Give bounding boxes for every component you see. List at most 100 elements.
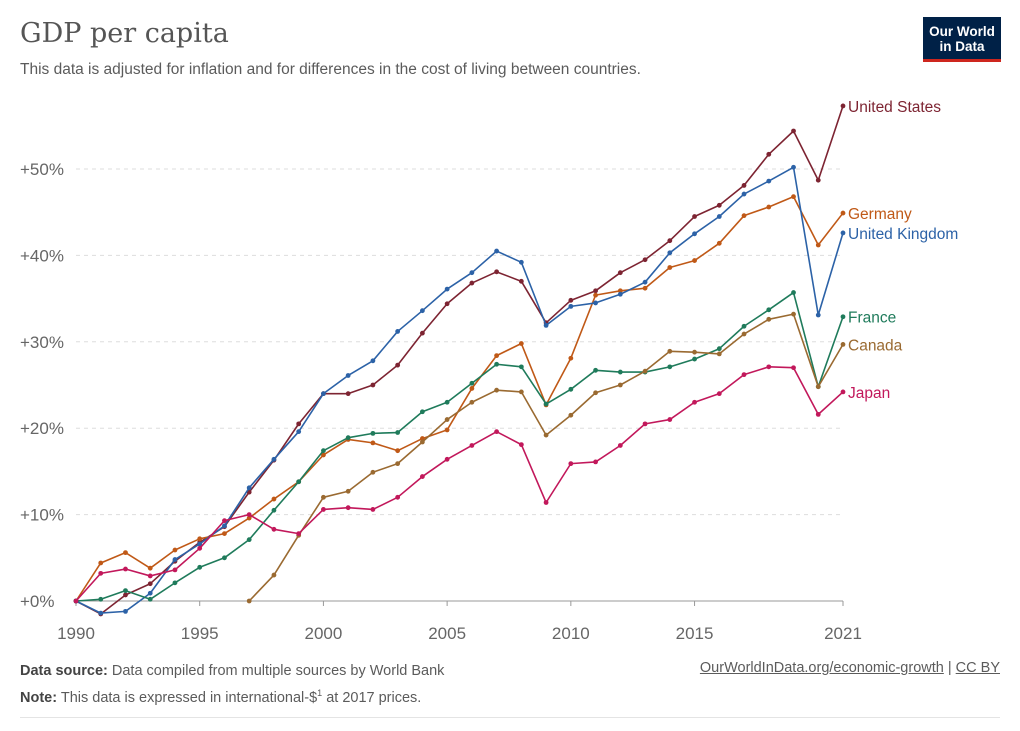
y-tick-label: +30%: [20, 333, 64, 352]
data-point-france: [172, 580, 178, 586]
data-point-canada: [716, 351, 722, 357]
series-line-japan: [75, 366, 844, 602]
data-point-united-kingdom: [246, 485, 252, 491]
data-point-france: [147, 596, 153, 602]
data-point-united-kingdom: [321, 391, 326, 397]
series-line-germany: [75, 195, 844, 602]
series-line-united-states: [75, 105, 844, 615]
series-label-germany: Germany: [848, 206, 912, 223]
data-point-france: [741, 323, 747, 329]
y-tick-label: +10%: [20, 506, 64, 525]
data-point-united-states: [469, 280, 475, 286]
data-point-canada: [815, 384, 821, 390]
data-point-united-states: [791, 128, 796, 134]
data-point-germany: [840, 210, 846, 216]
note-text: This data is expressed in international-…: [60, 689, 318, 706]
data-point-japan: [345, 505, 351, 511]
chart-title: GDP per capita: [20, 18, 229, 49]
data-point-japan: [123, 566, 128, 572]
data-point-canada: [444, 417, 450, 422]
series-label-france: France: [848, 310, 896, 327]
data-point-japan: [791, 365, 796, 371]
data-point-japan: [222, 518, 227, 524]
data-point-united-states: [593, 288, 598, 294]
data-point-japan: [321, 507, 326, 512]
data-point-japan: [370, 507, 376, 512]
x-tick-label: 2010: [552, 624, 590, 643]
data-point-germany: [197, 536, 203, 542]
data-point-united-states: [370, 382, 376, 388]
data-point-united-kingdom: [543, 322, 549, 328]
series-line-canada: [248, 313, 844, 602]
data-source-text: Data compiled from multiple sources by W…: [111, 663, 445, 679]
data-point-united-states: [617, 270, 623, 276]
data-point-canada: [271, 572, 277, 578]
data-point-germany: [815, 242, 821, 248]
data-point-united-kingdom: [419, 308, 425, 314]
data-point-united-kingdom: [815, 312, 821, 318]
footer-divider: [20, 717, 1000, 718]
x-tick-label: 2005: [428, 624, 466, 643]
source-link[interactable]: OurWorldInData.org/economic-growth: [699, 660, 944, 676]
data-point-germany: [271, 496, 277, 502]
data-point-france: [271, 507, 277, 513]
data-point-united-kingdom: [593, 300, 598, 306]
data-point-united-states: [716, 202, 722, 208]
data-point-france: [766, 307, 772, 313]
note-label: Note:: [20, 689, 58, 706]
data-point-canada: [741, 331, 747, 337]
data-point-canada: [766, 316, 772, 322]
chart-subtitle: This data is adjusted for inflation and …: [20, 61, 641, 78]
data-point-japan: [444, 456, 450, 462]
data-point-france: [518, 364, 524, 370]
data-point-germany: [123, 550, 128, 556]
data-point-united-kingdom: [370, 358, 376, 364]
data-point-canada: [593, 390, 598, 396]
data-point-france: [370, 430, 376, 436]
data-point-germany: [469, 386, 475, 391]
data-point-japan: [543, 500, 549, 505]
x-tick-label: 1990: [57, 624, 95, 643]
data-point-united-kingdom: [766, 178, 772, 184]
data-point-united-kingdom: [840, 230, 846, 236]
data-point-united-kingdom: [444, 286, 450, 292]
data-point-germany: [741, 213, 747, 219]
data-point-united-states: [840, 103, 846, 109]
data-point-united-kingdom: [667, 250, 673, 256]
data-point-canada: [692, 349, 697, 355]
data-point-canada: [370, 469, 376, 475]
data-point-united-kingdom: [518, 259, 524, 265]
data-point-japan: [197, 545, 203, 551]
data-point-germany: [494, 353, 500, 359]
data-point-united-states: [444, 301, 450, 307]
data-point-france: [395, 430, 401, 435]
series-line-united-kingdom: [75, 166, 844, 614]
data-point-united-kingdom: [98, 610, 104, 616]
data-point-united-kingdom: [147, 590, 153, 596]
data-point-france: [246, 537, 252, 543]
data-point-united-kingdom: [692, 231, 697, 237]
owid-logo[interactable]: Our World in Data: [923, 17, 1001, 62]
data-point-canada: [642, 368, 648, 374]
data-point-united-kingdom: [296, 429, 302, 435]
data-point-united-states: [518, 278, 524, 284]
data-point-france: [419, 409, 425, 415]
data-point-germany: [395, 448, 401, 454]
data-point-canada: [568, 412, 574, 418]
license-link[interactable]: CC BY: [955, 660, 1000, 676]
y-tick-label: +20%: [20, 419, 64, 438]
data-point-united-kingdom: [469, 270, 475, 276]
series-label-united-kingdom: United Kingdom: [848, 226, 958, 243]
data-source-label: Data source:: [20, 663, 108, 679]
data-point-japan: [766, 364, 772, 370]
data-point-france: [222, 555, 227, 561]
data-point-united-states: [815, 177, 821, 183]
data-point-canada: [840, 341, 846, 347]
data-point-germany: [642, 285, 648, 291]
data-point-united-kingdom: [617, 291, 623, 297]
data-point-germany: [444, 427, 450, 433]
data-point-united-kingdom: [172, 557, 178, 562]
data-point-germany: [321, 452, 326, 458]
data-point-france: [345, 435, 351, 441]
data-point-germany: [419, 436, 425, 441]
